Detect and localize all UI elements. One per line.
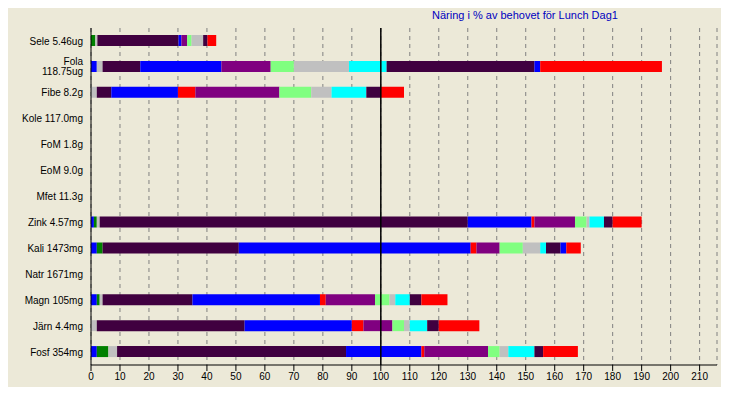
svg-text:Fosf 354mg: Fosf 354mg: [30, 347, 83, 358]
svg-text:170: 170: [575, 371, 592, 382]
svg-text:60: 60: [259, 371, 271, 382]
svg-text:Sele 5.46ug: Sele 5.46ug: [30, 36, 83, 47]
svg-text:Natr 1671mg: Natr 1671mg: [25, 269, 83, 280]
svg-text:Fola118.75ug: Fola118.75ug: [42, 56, 83, 77]
svg-text:190: 190: [633, 371, 650, 382]
html-text:Näring i % av behovet för Lunc: Näring i % av behovet för Lunch Dag1: [432, 9, 618, 21]
svg-text:100: 100: [372, 371, 389, 382]
svg-text:Zink 4.57mg: Zink 4.57mg: [28, 217, 83, 228]
svg-text:Kali 1473mg: Kali 1473mg: [27, 243, 83, 254]
svg-text:70: 70: [288, 371, 300, 382]
svg-text:120: 120: [430, 371, 447, 382]
svg-text:110: 110: [402, 371, 418, 382]
svg-text:210: 210: [691, 371, 708, 382]
svg-text:130: 130: [459, 371, 476, 382]
svg-text:Järn 4.4mg: Järn 4.4mg: [33, 321, 83, 332]
svg-text:Magn 105mg: Magn 105mg: [25, 295, 83, 306]
svg-text:180: 180: [604, 371, 621, 382]
svg-text:200: 200: [662, 371, 679, 382]
svg-text:20: 20: [143, 371, 155, 382]
svg-text:10: 10: [114, 371, 126, 382]
svg-text:Fibe 8.2g: Fibe 8.2g: [41, 87, 83, 98]
svg-text:80: 80: [317, 371, 329, 382]
svg-text:FoM 1.8g: FoM 1.8g: [41, 139, 83, 150]
svg-text:Kole 117.0mg: Kole 117.0mg: [22, 113, 83, 124]
svg-text:0: 0: [88, 371, 94, 382]
svg-text:150: 150: [517, 371, 534, 382]
svg-text:EoM 9.0g: EoM 9.0g: [40, 165, 83, 176]
svg-text:30: 30: [172, 371, 184, 382]
svg-text:90: 90: [346, 371, 358, 382]
svg-text:140: 140: [488, 371, 505, 382]
svg-text:40: 40: [201, 371, 213, 382]
svg-text:160: 160: [546, 371, 563, 382]
svg-text:Mfet 11.3g: Mfet 11.3g: [36, 191, 83, 202]
svg-text:50: 50: [230, 371, 242, 382]
